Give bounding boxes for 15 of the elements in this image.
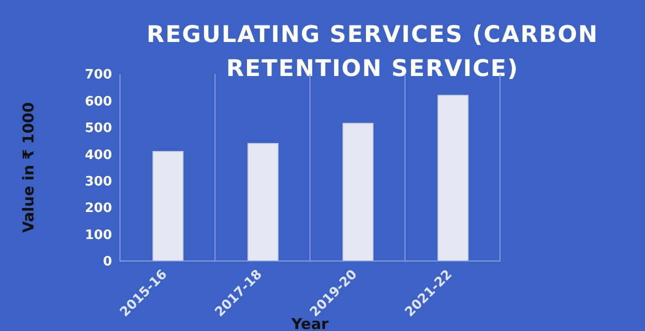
chart-title: REGULATING SERVICES (CARBON RETENTION SERVICE) (146, 22, 598, 82)
bar (342, 122, 374, 261)
y-tick-label: 400 (84, 148, 112, 163)
bar (152, 150, 184, 261)
bar (438, 94, 468, 261)
y-tick-label: 200 (84, 201, 112, 216)
bar (248, 142, 278, 261)
y-tick-label: 100 (84, 228, 112, 243)
y-tick-label: 700 (84, 68, 112, 83)
y-tick-label: 500 (84, 121, 112, 136)
y-axis-title: Value in ₹ 1000 (19, 102, 38, 233)
y-tick-label: 0 (102, 254, 112, 270)
y-tick-label: 300 (84, 174, 112, 190)
x-axis-title: Year (290, 315, 330, 331)
y-tick-label: 600 (84, 94, 112, 110)
